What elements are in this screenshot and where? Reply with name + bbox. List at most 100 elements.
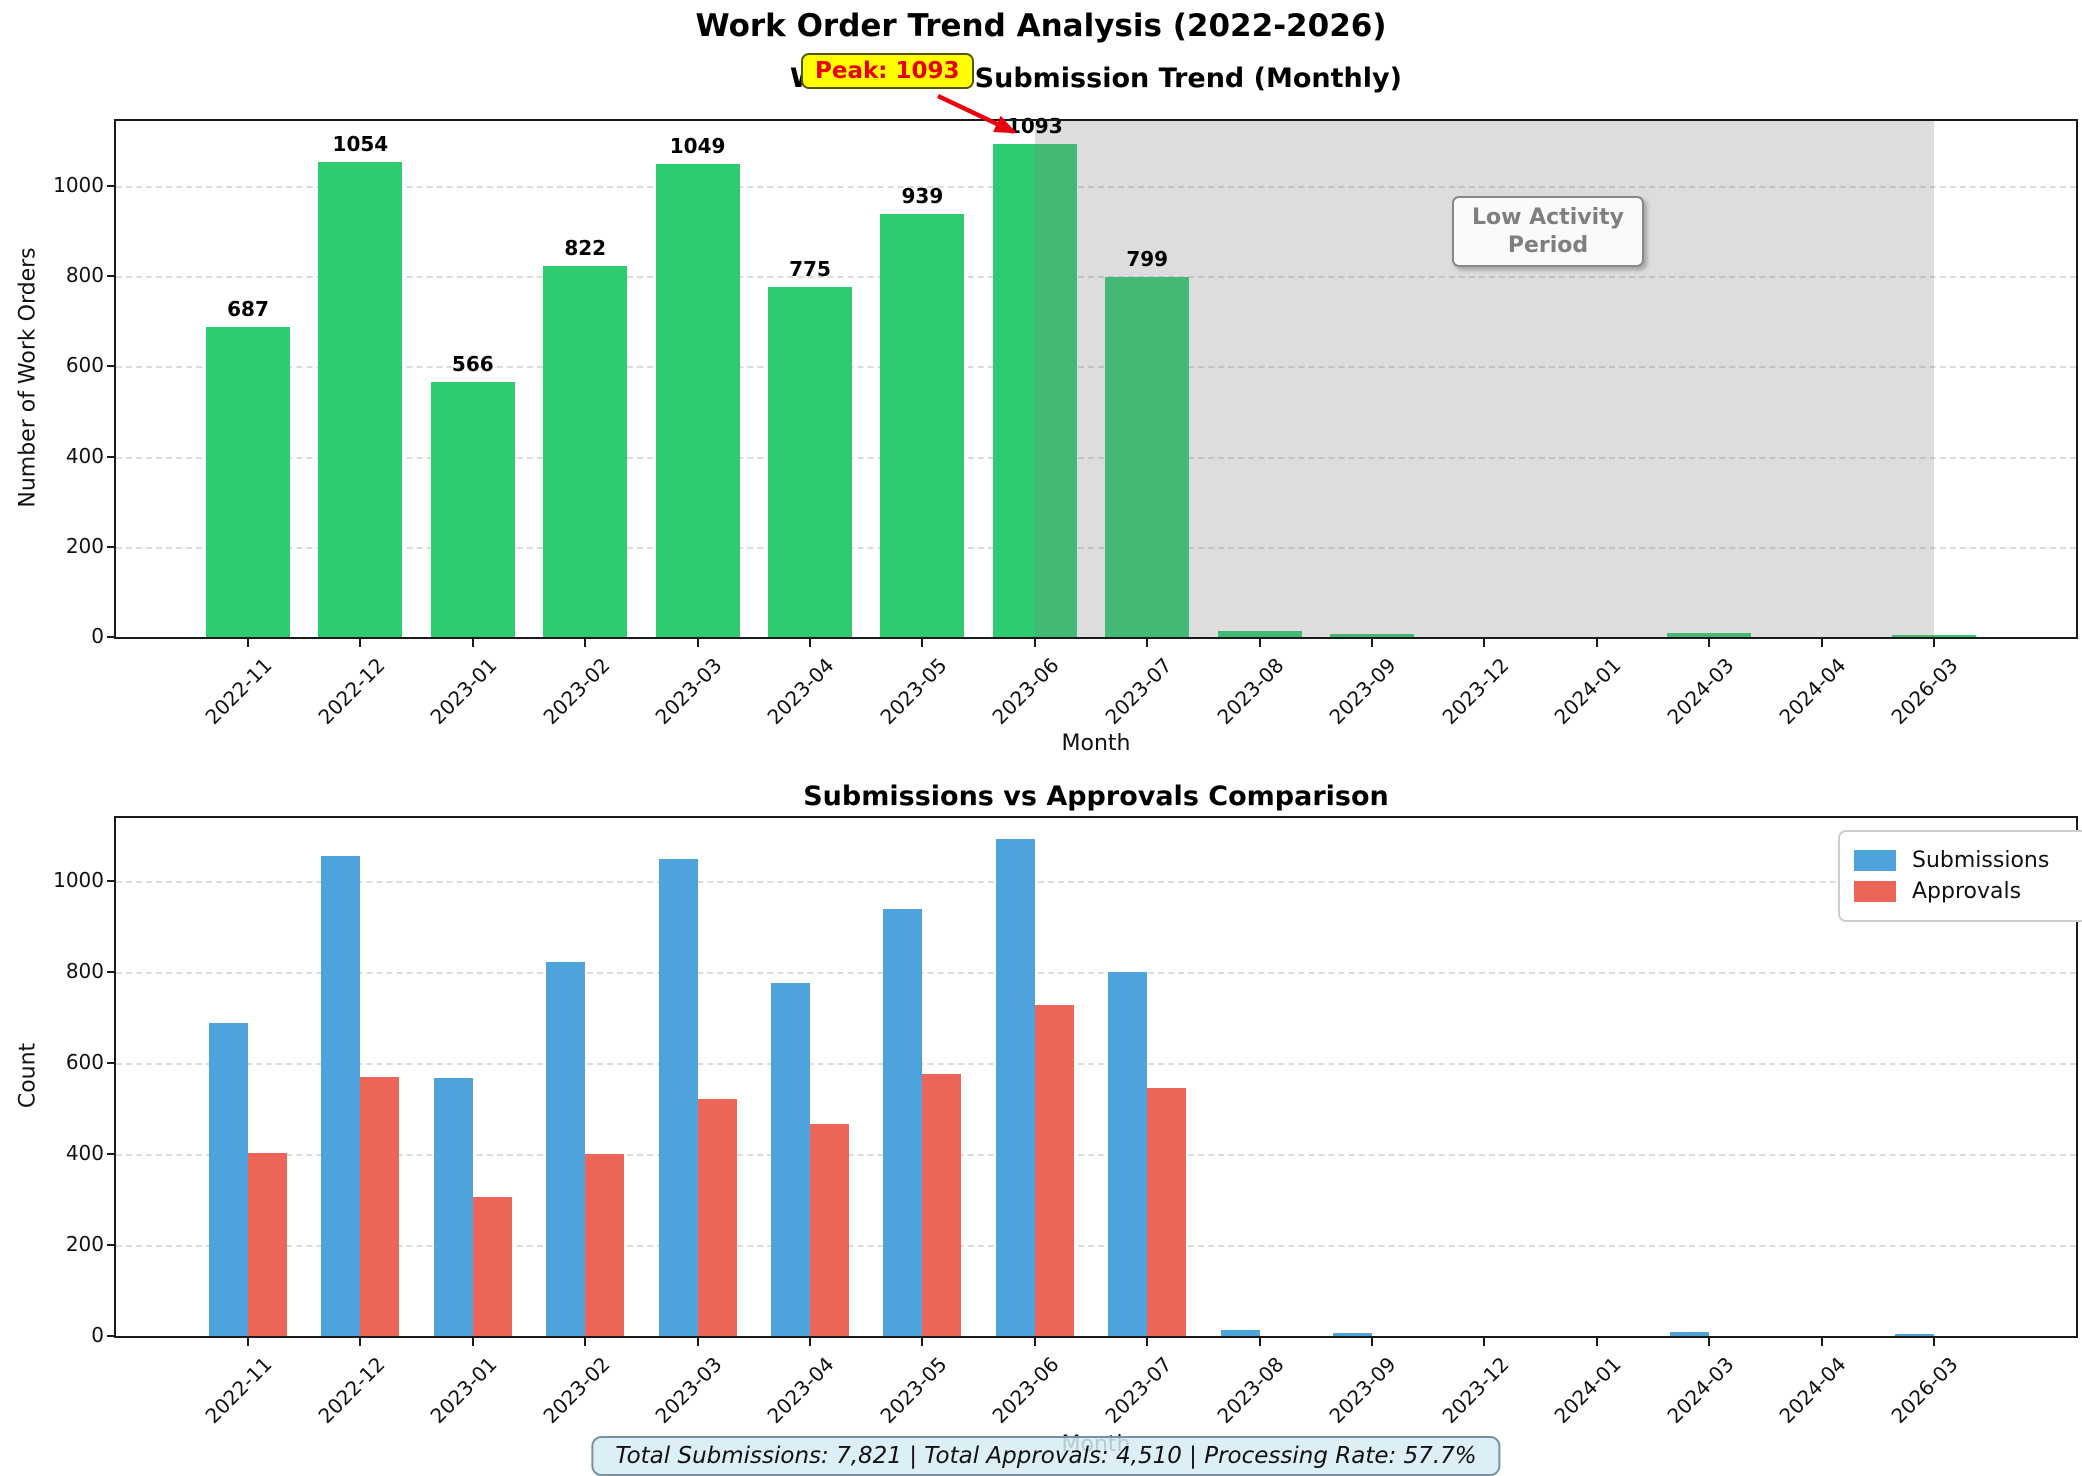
x-tick-mark <box>247 639 249 647</box>
submission-bar <box>768 287 852 637</box>
grid-line <box>116 1245 2076 1247</box>
grid-line <box>116 1063 2076 1065</box>
y-tick-label: 600 <box>65 353 104 377</box>
x-tick-mark <box>921 639 924 647</box>
x-tick-mark <box>1146 1338 1149 1346</box>
approvals-color-swatch-icon <box>1854 881 1896 902</box>
submissions-bar <box>433 1078 473 1336</box>
y-tick-mark <box>107 1244 116 1246</box>
submission-bar <box>543 266 628 637</box>
peak-annotation: Peak: 1093 <box>801 53 974 89</box>
x-tick-mark <box>1820 1338 1823 1346</box>
x-tick-mark <box>1258 1338 1261 1346</box>
x-tick-mark <box>1033 639 1036 647</box>
submissions-bar <box>1895 1334 1934 1336</box>
x-tick-label: 2023-12 <box>1437 1352 1514 1429</box>
submission-bar <box>655 164 740 637</box>
x-tick-mark <box>1708 639 1711 647</box>
submission-bar <box>430 382 515 637</box>
x-tick-mark <box>696 639 699 647</box>
bar-value-label: 687 <box>227 297 269 321</box>
x-tick-label: 2024-03 <box>1662 1352 1739 1429</box>
x-tick-mark <box>1371 639 1373 647</box>
legend-label-submissions: Submissions <box>1912 848 2050 873</box>
submission-bar <box>1105 277 1190 637</box>
y-tick-mark <box>107 880 116 882</box>
y-tick-label: 0 <box>91 1323 104 1347</box>
submission-bar <box>1892 635 1976 637</box>
bottom-chart-title: Submissions vs Approvals Comparison <box>803 781 1389 812</box>
top-chart-xlabel: Month <box>1061 731 1131 756</box>
x-tick-mark <box>1820 639 1823 647</box>
submissions-bar <box>546 962 586 1336</box>
approvals-bar <box>810 1124 849 1336</box>
y-tick-label: 400 <box>65 1141 104 1165</box>
x-tick-mark <box>1595 1338 1598 1346</box>
x-tick-label: 2023-05 <box>875 1352 952 1429</box>
y-tick-label: 800 <box>65 959 104 983</box>
grid-line <box>116 972 2076 974</box>
bottom-chart-ylabel: Count <box>15 1042 41 1109</box>
legend-entry-approvals: Approvals <box>1854 879 2082 904</box>
figure-title: Work Order Trend Analysis (2022-2026) <box>695 8 1387 44</box>
approvals-bar <box>697 1099 737 1336</box>
y-tick-mark <box>107 636 116 638</box>
submissions-bar <box>1220 1330 1260 1336</box>
submissions-bar <box>1670 1332 1710 1336</box>
submissions-bar <box>209 1023 248 1336</box>
bar-value-label: 566 <box>451 352 494 376</box>
x-tick-mark <box>1483 639 1486 647</box>
legend: Submissions Approvals <box>1838 830 2082 922</box>
x-tick-label: 2022-12 <box>313 1352 390 1429</box>
y-tick-label: 200 <box>65 534 104 558</box>
approvals-bar <box>1034 1005 1074 1336</box>
summary-stats-box: Total Submissions: 7,821 | Total Approva… <box>591 1436 1501 1476</box>
x-tick-mark <box>809 1338 811 1346</box>
x-tick-mark <box>1708 1338 1711 1346</box>
low-activity-annotation: Low Activity Period <box>1452 196 1644 267</box>
approvals-bar <box>248 1153 287 1336</box>
grid-line <box>116 457 2076 459</box>
submissions-bar <box>995 839 1035 1336</box>
submissions-bar <box>658 859 698 1336</box>
x-tick-mark <box>1146 639 1149 647</box>
y-tick-label: 400 <box>65 444 104 468</box>
y-tick-label: 1000 <box>53 173 104 197</box>
approvals-bar <box>1147 1088 1187 1336</box>
y-tick-mark <box>107 275 116 277</box>
x-tick-mark <box>1933 639 1935 647</box>
y-tick-mark <box>107 546 116 548</box>
x-tick-mark <box>696 1338 699 1346</box>
bar-value-label: 1049 <box>669 134 726 158</box>
submissions-bar <box>883 909 923 1336</box>
bar-value-label: 939 <box>901 184 944 208</box>
x-tick-label: 2023-04 <box>762 1352 839 1429</box>
x-tick-mark <box>584 639 587 647</box>
bar-value-label: 822 <box>564 236 607 260</box>
grid-line <box>116 1154 2076 1156</box>
grid-line <box>116 547 2076 549</box>
y-tick-mark <box>107 1153 116 1155</box>
x-tick-mark <box>247 1338 249 1346</box>
y-tick-label: 1000 <box>53 868 104 892</box>
y-tick-label: 800 <box>65 263 104 287</box>
y-tick-mark <box>107 1335 116 1337</box>
submission-bar <box>318 162 403 637</box>
x-tick-mark <box>1033 1338 1036 1346</box>
x-tick-mark <box>921 1338 924 1346</box>
grid-line <box>116 366 2076 368</box>
x-tick-mark <box>1595 639 1598 647</box>
x-tick-mark <box>1933 1338 1935 1346</box>
x-tick-mark <box>584 1338 587 1346</box>
y-tick-mark <box>107 1062 116 1064</box>
bar-value-label: 1054 <box>332 132 389 156</box>
submissions-bar <box>1108 972 1148 1336</box>
legend-entry-submissions: Submissions <box>1854 848 2082 873</box>
grid-line <box>116 276 2076 278</box>
approvals-bar <box>585 1154 625 1336</box>
x-tick-label: 2023-07 <box>1100 1352 1177 1429</box>
y-tick-mark <box>107 456 116 458</box>
x-tick-label: 2023-02 <box>538 1352 615 1429</box>
